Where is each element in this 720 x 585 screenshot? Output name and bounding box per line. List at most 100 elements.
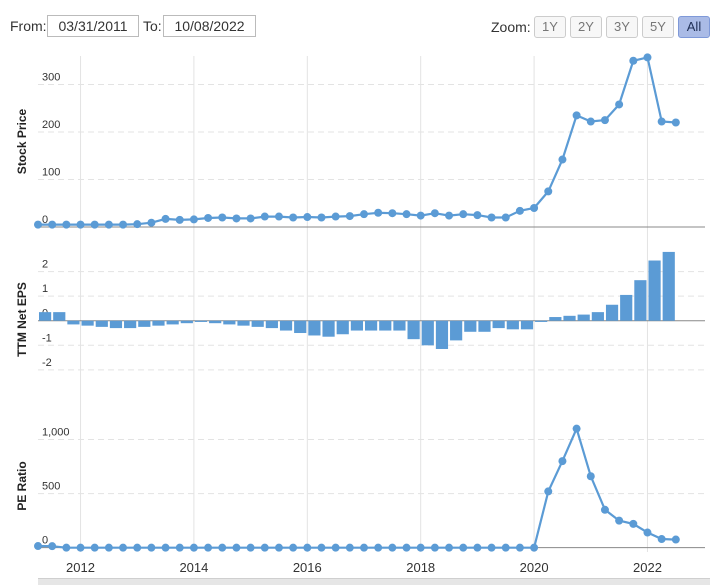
panel-2: 0 500 1,000 PE Ratio	[15, 424, 705, 552]
zoom-1y-button[interactable]: 1Y	[534, 16, 566, 38]
data-point	[119, 220, 128, 229]
data-point	[303, 213, 312, 222]
eps-bar	[520, 320, 534, 330]
eps-bar	[535, 320, 548, 322]
eps-bar	[180, 320, 193, 324]
data-point	[48, 220, 57, 229]
y-axis-title: Stock Price	[15, 108, 29, 174]
eps-bar	[549, 317, 562, 321]
data-point	[246, 214, 255, 223]
data-point	[289, 213, 298, 222]
eps-bar	[308, 320, 321, 336]
data-point	[530, 204, 539, 212]
eps-bar	[223, 320, 236, 325]
zoom-label: Zoom:	[491, 19, 531, 35]
data-point	[360, 543, 368, 552]
to-label: To:	[143, 18, 162, 34]
data-point	[317, 543, 326, 552]
eps-bar	[265, 320, 278, 329]
data-point	[600, 505, 609, 514]
data-point	[345, 543, 354, 552]
data-point	[643, 53, 652, 62]
y-tick-label: 300	[42, 72, 60, 84]
eps-bar	[591, 312, 604, 321]
eps-bar	[407, 320, 420, 340]
eps-bar	[53, 312, 66, 321]
data-point	[147, 218, 156, 227]
zoom-all-button[interactable]: All	[678, 16, 710, 38]
y-tick-label: -1	[42, 332, 52, 344]
data-point	[303, 543, 312, 552]
eps-bar	[577, 314, 590, 321]
data-point	[147, 543, 156, 552]
zoom-5y-button[interactable]: 5Y	[642, 16, 674, 38]
data-point	[671, 118, 680, 127]
x-tick-label: 2014	[179, 560, 208, 575]
data-point	[360, 210, 368, 219]
y-tick-label: 100	[42, 167, 60, 179]
data-point	[34, 542, 42, 551]
eps-bar	[237, 320, 250, 326]
eps-bar	[421, 320, 434, 346]
y-tick-label: 2	[42, 259, 48, 271]
data-point	[615, 100, 624, 109]
data-point	[657, 117, 666, 126]
date-range-bar: From: To: Zoom: 1Y 2Y 3Y 5Y All	[0, 0, 720, 44]
eps-bar	[209, 320, 222, 324]
navigator-scrollbar[interactable]	[38, 578, 710, 585]
eps-bar	[634, 280, 647, 321]
data-point	[161, 214, 170, 223]
data-point	[459, 543, 468, 552]
eps-bar	[563, 315, 576, 321]
data-point	[331, 212, 340, 221]
data-point	[189, 543, 198, 552]
data-point	[374, 208, 383, 217]
eps-bar	[648, 260, 661, 321]
data-point	[232, 543, 241, 552]
eps-bar	[124, 320, 137, 329]
data-point	[515, 543, 524, 552]
data-point	[175, 543, 184, 552]
eps-bar	[38, 312, 52, 321]
data-point	[274, 212, 283, 221]
y-axis-title: TTM Net EPS	[15, 282, 29, 357]
data-point	[175, 215, 184, 224]
data-point	[76, 220, 85, 229]
data-point	[62, 220, 71, 229]
data-point	[459, 210, 468, 219]
x-tick-label: 2016	[293, 560, 322, 575]
eps-bar	[605, 304, 619, 321]
data-point	[629, 56, 638, 65]
zoom-3y-button[interactable]: 3Y	[606, 16, 638, 38]
data-point	[558, 155, 567, 164]
eps-bar	[379, 320, 392, 331]
data-point	[133, 220, 142, 229]
data-point	[204, 543, 213, 552]
data-point	[388, 209, 397, 218]
eps-bar	[152, 320, 165, 326]
data-point	[430, 543, 439, 552]
data-point	[374, 543, 383, 552]
data-point	[501, 213, 510, 222]
x-tick-label: 2018	[406, 560, 435, 575]
panel-0: 0 100 200 300 Stock Price	[15, 53, 705, 229]
x-tick-label: 2020	[520, 560, 549, 575]
from-date-input[interactable]	[47, 15, 139, 37]
data-point	[34, 220, 42, 229]
data-point	[274, 543, 283, 552]
data-point	[246, 543, 255, 552]
data-point	[445, 211, 454, 220]
data-point	[345, 212, 354, 221]
data-point	[544, 487, 553, 496]
eps-bar	[194, 320, 208, 322]
zoom-2y-button[interactable]: 2Y	[570, 16, 602, 38]
to-date-input[interactable]	[163, 15, 256, 37]
data-point	[289, 543, 298, 552]
eps-bar	[251, 320, 264, 327]
data-point	[104, 543, 113, 552]
eps-bar	[450, 320, 463, 341]
data-point	[558, 457, 567, 466]
data-point	[388, 543, 397, 552]
eps-bar	[95, 320, 108, 327]
